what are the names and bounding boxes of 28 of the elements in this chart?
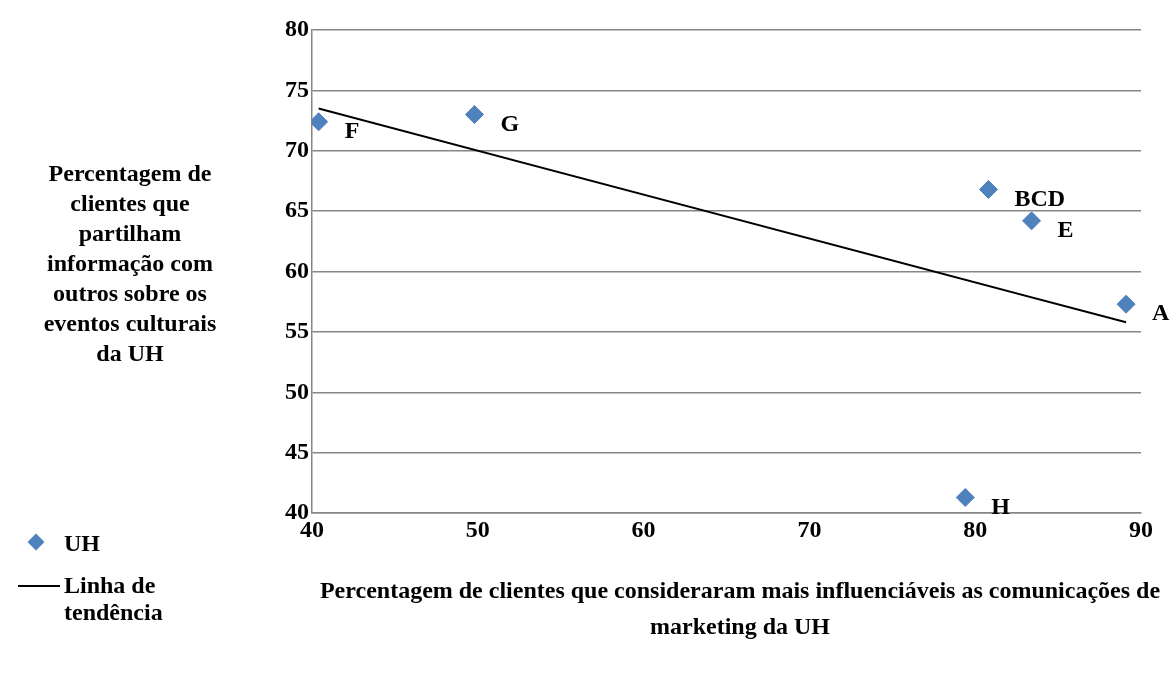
annotation: BCD — [1014, 184, 1066, 211]
y-tick-label: 70 — [285, 136, 309, 162]
legend-label: UH — [64, 530, 100, 557]
x-tick-label: 80 — [963, 515, 988, 542]
point — [955, 488, 975, 507]
annotation: F — [344, 117, 360, 144]
point — [1022, 211, 1042, 231]
y-axis-title: Percentagem de clientes que partilham informação com outros sobre os eventos culturais da UH — [42, 159, 218, 368]
annotation: G — [500, 109, 520, 136]
point — [978, 179, 998, 199]
x-tick-label: 70 — [797, 515, 822, 542]
y-tick-label: 65 — [285, 196, 309, 223]
y-tick-label: 80 — [285, 15, 309, 42]
annotation: H — [991, 492, 1011, 519]
x-tick-label: 50 — [465, 515, 490, 542]
annotation: A — [1152, 299, 1171, 326]
y-tick-label: 45 — [285, 438, 309, 464]
x-tick-label: 90 — [1129, 515, 1153, 542]
x-axis-title: Percentagem de clientes que consideraram mais influenciáveis as comunicações de marketing da UH — [318, 576, 1162, 641]
point — [464, 105, 484, 125]
y-tick-label: 50 — [285, 377, 309, 404]
annotation: E — [1057, 216, 1074, 243]
x-tick-label: 60 — [631, 515, 656, 542]
y-tick-label: 55 — [285, 317, 309, 344]
point — [1116, 294, 1136, 314]
y-tick-label: 60 — [285, 256, 309, 283]
legend-label: Linha de tendência — [64, 572, 164, 626]
y-tick-label: 75 — [285, 75, 309, 102]
